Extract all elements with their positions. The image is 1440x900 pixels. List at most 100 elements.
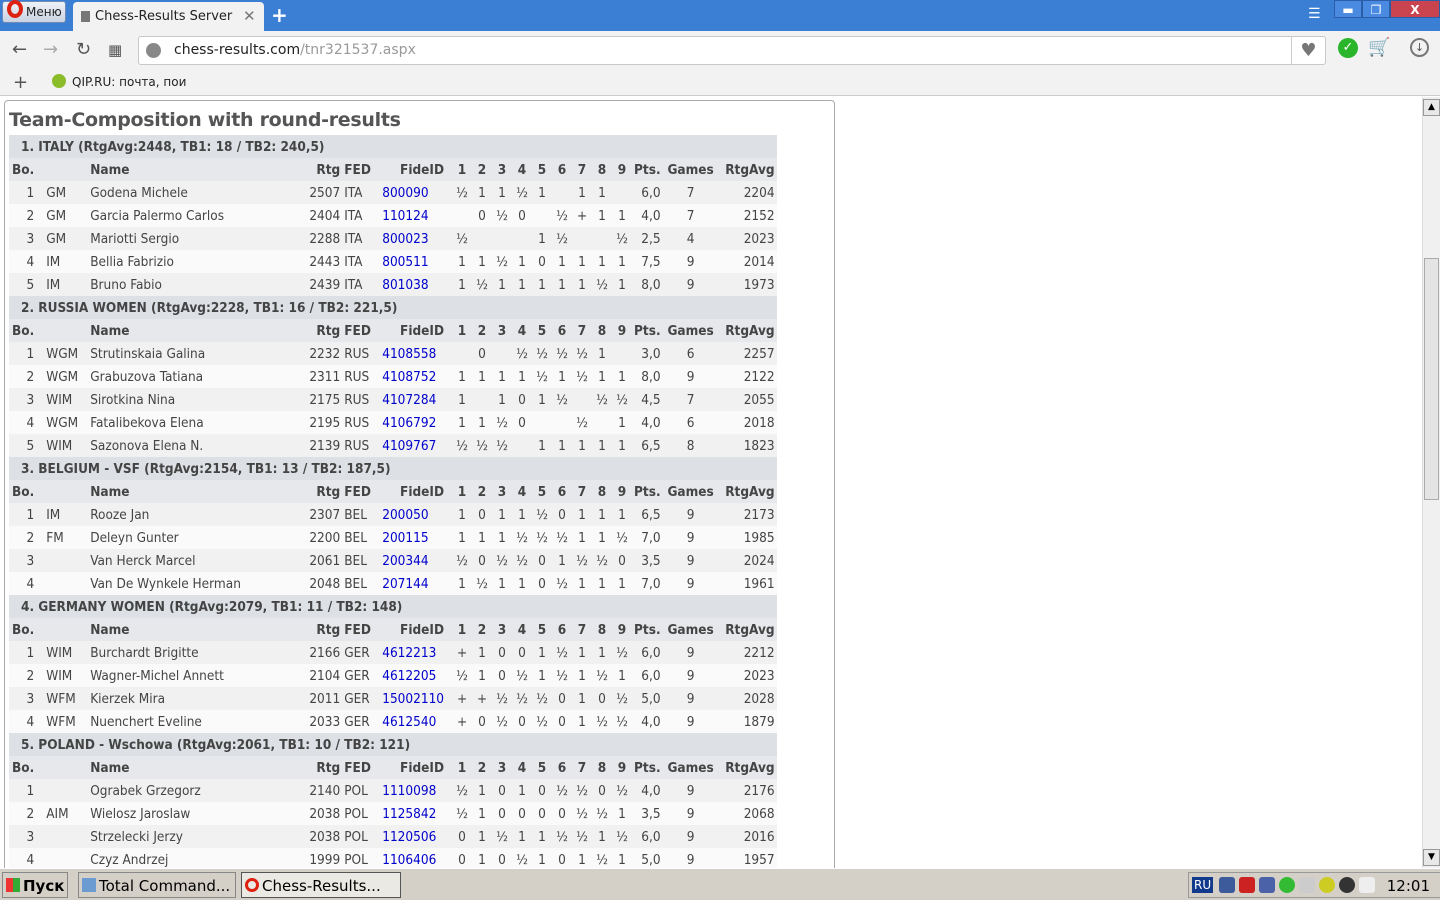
cell-round-2: 1 [472, 250, 493, 273]
scroll-down-button[interactable]: ▼ [1423, 849, 1440, 866]
network-icon[interactable] [1219, 877, 1235, 893]
player-row: 3 GM Mariotti Sergio 2288 ITA 800023 ½ 1 ½ ½ 2,5 4 2… [9, 227, 777, 250]
download-icon[interactable]: ↓ [1410, 38, 1429, 57]
reload-icon[interactable]: ↻ [76, 39, 92, 60]
fide-id-link[interactable]: 800511 [376, 250, 453, 273]
column-header-round-2: 2 [472, 480, 493, 503]
fide-id-link[interactable]: 4106792 [376, 411, 453, 434]
back-icon[interactable]: ← [12, 39, 28, 60]
fide-id-link[interactable]: 4612205 [376, 664, 453, 687]
cell-round-3: ½ [492, 825, 513, 848]
fide-id-link[interactable]: 200050 [376, 503, 453, 526]
close-window-button[interactable]: X [1390, 0, 1440, 18]
column-header-round-5: 5 [532, 319, 553, 342]
column-header-round-9: 9 [612, 756, 633, 779]
column-header-round-4: 4 [512, 756, 533, 779]
cell-rating: 2307 [304, 503, 343, 526]
system-tray: RU 12:01 [1188, 872, 1440, 898]
fide-id-link[interactable]: 1110098 [376, 779, 453, 802]
bookmarks-bar: + QIP.RU: почта, пои [0, 69, 1440, 96]
cell-round-4: ½ [512, 181, 533, 204]
cell-title: WGM [44, 365, 89, 388]
player-row: 4 WFM Nuenchert Eveline 2033 GER 4612540 +0 ½ 0 ½… [9, 710, 777, 733]
start-button[interactable]: Пуск [2, 872, 68, 898]
fide-id-link[interactable]: 4107284 [376, 388, 453, 411]
fide-id-link[interactable]: 1120506 [376, 825, 453, 848]
cell-round-1: + [452, 641, 473, 664]
fide-id-link[interactable]: 200115 [376, 526, 453, 549]
scrollbar-thumb[interactable] [1424, 258, 1439, 500]
browser-tab[interactable]: Chess-Results Server Ch ✕ [73, 2, 264, 31]
tab-menu-icon[interactable]: ☰ [1308, 6, 1321, 22]
cell-round-3: 1 [492, 526, 513, 549]
cell-points: 4,0 [632, 204, 663, 227]
address-bar[interactable]: chess-results.com/tnr321537.aspx ♥ [138, 36, 1326, 65]
cell-round-2: 1 [472, 526, 493, 549]
cell-board: 1 [9, 503, 45, 526]
tray-app-c-icon[interactable] [1239, 877, 1255, 893]
site-info-icon[interactable] [146, 43, 161, 58]
cell-games: 9 [662, 503, 719, 526]
close-tab-icon[interactable]: ✕ [243, 7, 256, 25]
player-row: 5 IM Bruno Fabio 2439 ITA 801038 1 ½ 1 1 1 1 1 ½ 1 8,0 9… [9, 273, 777, 296]
add-bookmark-icon[interactable]: + [13, 72, 29, 93]
fide-id-link[interactable]: 4109767 [376, 434, 453, 457]
new-tab-button[interactable]: + [271, 3, 288, 27]
column-header-round-8: 8 [592, 158, 613, 181]
speed-dial-icon[interactable]: ▦ [108, 41, 123, 59]
fide-id-link[interactable]: 800090 [376, 181, 453, 204]
cell-rating: 2439 [304, 273, 343, 296]
fide-id-link[interactable]: 1106406 [376, 848, 453, 868]
tray-green-icon[interactable] [1279, 877, 1295, 893]
minimize-button[interactable]: ▬ [1334, 0, 1362, 18]
restore-button[interactable]: ❐ [1362, 0, 1390, 18]
cell-title [44, 572, 89, 595]
network-disconnected-icon[interactable] [1259, 877, 1275, 893]
user-icon[interactable] [1299, 877, 1315, 893]
fide-id-link[interactable]: 207144 [376, 572, 453, 595]
webcam-icon[interactable] [1339, 877, 1355, 893]
bookmark-heart-icon[interactable]: ♥ [1291, 37, 1325, 64]
cell-round-4: 1 [512, 825, 533, 848]
cell-rating-average: 2014 [718, 250, 777, 273]
cell-round-4: 1 [512, 365, 533, 388]
check-extension-icon[interactable]: ✓ [1338, 38, 1358, 58]
usb-icon[interactable] [1359, 877, 1375, 893]
taskbar-item-chess-results[interactable]: Chess-Results... [241, 872, 401, 898]
player-row: 3 WFM Kierzek Mira 2011 GER 15002110 + + ½ ½ ½ 0 1 0 ½… [9, 687, 777, 710]
fide-id-link[interactable]: 1125842 [376, 802, 453, 825]
cell-rating: 1999 [304, 848, 343, 868]
forward-icon[interactable]: → [43, 39, 59, 60]
language-indicator[interactable]: RU [1192, 877, 1214, 893]
column-header-round-4: 4 [512, 158, 533, 181]
fide-id-link[interactable]: 4108752 [376, 365, 453, 388]
cell-federation: POL [342, 779, 377, 802]
browser-titlebar: Меню Chess-Results Server Ch ✕ + ☰ ▬ ❐ X [0, 0, 1440, 31]
column-header-games: Games [662, 756, 719, 779]
vertical-scrollbar[interactable]: ▲ ▼ [1422, 97, 1440, 868]
tray-plus-icon[interactable] [1319, 877, 1335, 893]
url-text[interactable]: chess-results.com/tnr321537.aspx [174, 42, 416, 58]
cell-round-4: ½ [512, 687, 533, 710]
bookmark-qip[interactable]: QIP.RU: почта, пои [72, 75, 187, 89]
cell-round-9: 1 [612, 802, 633, 825]
cell-round-5: ½ [532, 526, 553, 549]
cell-round-5: 1 [532, 388, 553, 411]
cart-icon[interactable]: 🛒 [1368, 37, 1391, 58]
fide-id-link[interactable]: 4108558 [376, 342, 453, 365]
cell-round-6: ½ [552, 204, 573, 227]
fide-id-link[interactable]: 4612213 [376, 641, 453, 664]
fide-id-link[interactable]: 200344 [376, 549, 453, 572]
fide-id-link[interactable]: 801038 [376, 273, 453, 296]
cell-games: 7 [662, 181, 719, 204]
fide-id-link[interactable]: 800023 [376, 227, 453, 250]
fide-id-link[interactable]: 4612540 [376, 710, 453, 733]
taskbar-item-total-commander[interactable]: Total Command... [78, 872, 236, 898]
fide-id-link[interactable]: 110124 [376, 204, 453, 227]
fide-id-link[interactable]: 15002110 [376, 687, 453, 710]
cell-round-9: 1 [612, 503, 633, 526]
cell-title: GM [44, 181, 89, 204]
scroll-up-button[interactable]: ▲ [1423, 99, 1440, 116]
opera-menu-button[interactable]: Меню [2, 0, 66, 23]
cell-round-5 [532, 411, 553, 434]
